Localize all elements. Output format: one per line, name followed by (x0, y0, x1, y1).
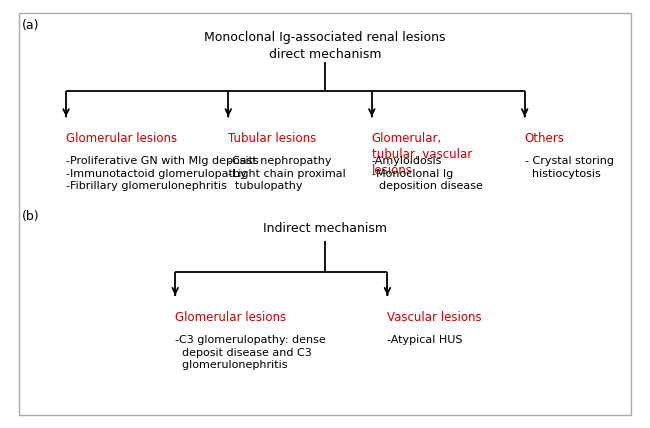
Text: - Crystal storing
  histiocytosis: - Crystal storing histiocytosis (525, 157, 614, 179)
Text: (b): (b) (22, 210, 40, 223)
Text: Others: Others (525, 132, 565, 145)
Text: Indirect mechanism: Indirect mechanism (263, 222, 387, 235)
Text: Monoclonal Ig-associated renal lesions
direct mechanism: Monoclonal Ig-associated renal lesions d… (204, 31, 446, 61)
Text: Glomerular lesions: Glomerular lesions (66, 132, 177, 145)
Text: Tubular lesions: Tubular lesions (228, 132, 317, 145)
Text: -Proliferative GN with MIg deposits
-Immunotactoid glomerulopathy
-Fibrillary gl: -Proliferative GN with MIg deposits -Imm… (66, 157, 259, 191)
Text: Glomerular,
tubular, vascular
lesions: Glomerular, tubular, vascular lesions (372, 132, 472, 177)
Text: -C3 glomerulopathy: dense
  deposit disease and C3
  glomerulonephritis: -C3 glomerulopathy: dense deposit diseas… (176, 335, 326, 370)
Text: -Atypical HUS: -Atypical HUS (387, 335, 463, 345)
Text: -Amyloidosis
-Monoclonal Ig
  deposition disease: -Amyloidosis -Monoclonal Ig deposition d… (372, 157, 483, 191)
Text: -Cast nephropathy
-Light chain proximal
  tubulopathy: -Cast nephropathy -Light chain proximal … (228, 157, 346, 191)
Text: (a): (a) (22, 19, 40, 32)
Text: Glomerular lesions: Glomerular lesions (176, 311, 287, 324)
Text: Vascular lesions: Vascular lesions (387, 311, 482, 324)
